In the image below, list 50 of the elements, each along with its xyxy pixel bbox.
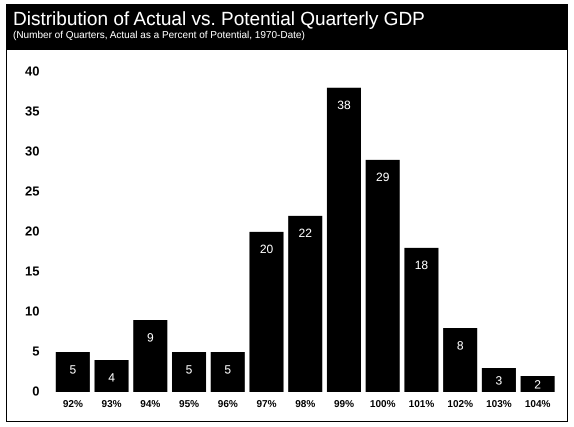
y-tick-label: 35 bbox=[24, 103, 40, 118]
bar bbox=[288, 216, 322, 392]
y-tick-label: 0 bbox=[32, 384, 40, 399]
data-label: 22 bbox=[298, 226, 312, 240]
data-label: 9 bbox=[146, 330, 154, 344]
data-label: 18 bbox=[414, 258, 428, 272]
bar bbox=[56, 352, 90, 392]
data-label: 3 bbox=[496, 373, 503, 388]
bar bbox=[482, 368, 516, 392]
y-tick-label: 5 bbox=[32, 344, 40, 359]
bar bbox=[366, 160, 400, 392]
bar bbox=[520, 376, 555, 392]
data-label: 29 bbox=[376, 170, 390, 184]
data-label: 5 bbox=[69, 362, 76, 376]
y-tick-label: 15 bbox=[24, 264, 40, 279]
bar bbox=[210, 352, 245, 392]
y-tick-label: 30 bbox=[24, 143, 40, 158]
y-tick-label: 25 bbox=[24, 183, 40, 198]
data-label: 38 bbox=[337, 98, 351, 112]
x-tick-label: 97% bbox=[256, 398, 277, 410]
x-tick-label: 100% bbox=[370, 398, 396, 410]
chart-title: Distribution of Actual vs. Potential Quarterly GDP bbox=[13, 9, 426, 30]
bar bbox=[404, 248, 438, 392]
data-label: 8 bbox=[456, 338, 464, 352]
bar bbox=[249, 232, 284, 392]
bar bbox=[172, 352, 206, 392]
x-tick-label: 101% bbox=[408, 398, 434, 410]
y-tick-label: 10 bbox=[24, 304, 40, 319]
bar bbox=[326, 88, 362, 392]
bar bbox=[94, 360, 129, 392]
data-label: 4 bbox=[108, 370, 116, 384]
x-tick-label: 102% bbox=[447, 398, 474, 410]
y-tick-label: 20 bbox=[24, 223, 40, 238]
data-label: 2 bbox=[534, 377, 542, 392]
x-tick-label: 92% bbox=[62, 398, 83, 410]
data-label: 5 bbox=[186, 362, 193, 376]
y-tick-label: 40 bbox=[24, 63, 40, 78]
x-tick-label: 95% bbox=[179, 398, 200, 410]
x-tick-label: 94% bbox=[140, 398, 160, 410]
x-tick-label: 98% bbox=[295, 398, 316, 410]
x-tick-label: 99% bbox=[334, 398, 354, 410]
x-tick-label: 96% bbox=[218, 398, 238, 410]
bar bbox=[443, 328, 478, 392]
chart-subtitle: (Number of Quarters, Actual as a Percent of Potential, 1970-Date) bbox=[13, 30, 306, 42]
data-label: 5 bbox=[224, 362, 232, 376]
data-label: 20 bbox=[260, 242, 274, 256]
x-tick-label: 93% bbox=[102, 398, 122, 410]
x-tick-label: 103% bbox=[486, 398, 512, 410]
bar bbox=[133, 320, 168, 392]
x-tick-label: 104% bbox=[524, 398, 551, 410]
